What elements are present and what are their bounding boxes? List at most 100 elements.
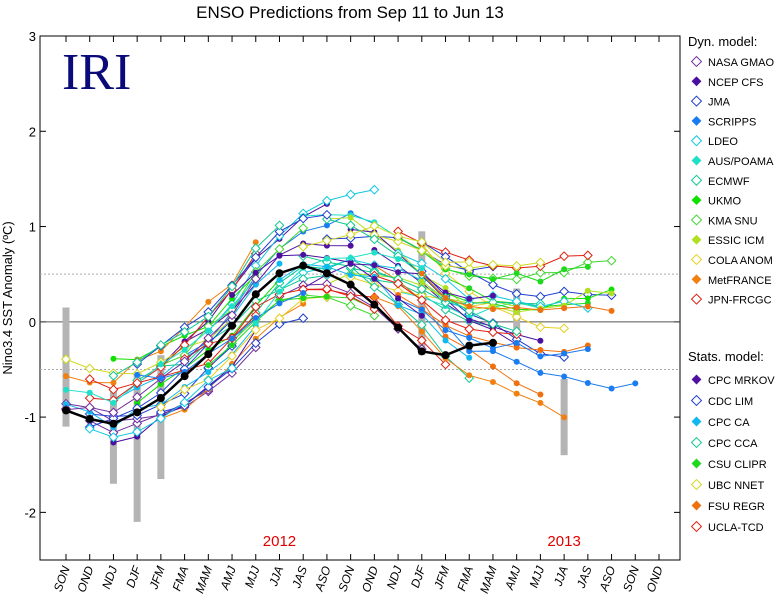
- legend-label: NCEP CFS: [708, 77, 763, 89]
- model-point: [416, 236, 427, 247]
- model-trajectory: [207, 296, 375, 366]
- model-point: [84, 374, 95, 385]
- model-point: [157, 375, 164, 382]
- model-trajectory: [160, 296, 327, 408]
- x-tick-label: MAM: [192, 564, 215, 595]
- model-trajectories: [61, 184, 639, 446]
- legend-item: COLA ANOM: [690, 253, 773, 267]
- model-point: [440, 251, 451, 262]
- observed-point: [109, 419, 118, 428]
- model-trajectory: [89, 253, 257, 401]
- legend-item: CPC MRKOV: [691, 374, 775, 387]
- model-point: [84, 363, 95, 374]
- model-point: [537, 278, 544, 285]
- x-tick-label: AMJ: [502, 563, 524, 592]
- y-axis-label: Nino3.4 SST Anomaly (ºC): [0, 221, 15, 374]
- legend-marker: [691, 115, 702, 126]
- model-point: [416, 335, 427, 346]
- model-point: [132, 392, 143, 402]
- observed-point: [465, 341, 474, 350]
- model-point: [488, 327, 498, 338]
- model-point: [608, 290, 615, 297]
- model-point: [416, 245, 427, 256]
- legend-item: UBC NNET: [690, 478, 765, 492]
- model-point: [418, 312, 425, 319]
- legend-marker: [690, 293, 703, 305]
- model-trajectory: [137, 292, 304, 379]
- legend-marker: [690, 520, 703, 533]
- model-point: [110, 439, 117, 446]
- legend-marker: [690, 95, 703, 107]
- x-tick-label: SON: [335, 564, 357, 594]
- model-point: [157, 348, 164, 355]
- model-point: [157, 380, 164, 387]
- model-point: [274, 244, 285, 255]
- legend-marker: [691, 274, 702, 285]
- model-point: [276, 276, 283, 283]
- observed-point: [275, 269, 284, 278]
- model-point: [606, 255, 617, 266]
- model-point: [321, 235, 332, 246]
- model-point: [466, 295, 473, 302]
- model-point: [227, 351, 237, 361]
- model-point: [205, 327, 212, 334]
- model-point: [371, 294, 378, 301]
- model-point: [559, 296, 570, 307]
- legend-item: CDC LIM: [690, 394, 753, 408]
- model-point: [464, 263, 475, 274]
- model-point: [181, 346, 188, 353]
- model-point: [323, 255, 330, 262]
- model-point: [513, 380, 520, 387]
- model-point: [203, 311, 214, 322]
- observed-point: [488, 338, 497, 347]
- y-tick-label: -1: [24, 410, 36, 425]
- model-point: [442, 289, 449, 296]
- model-point: [371, 275, 378, 282]
- observed-point: [85, 414, 94, 423]
- model-point: [440, 273, 451, 284]
- x-tick-label: OND: [359, 564, 381, 594]
- legend-marker: [690, 253, 703, 266]
- model-point: [347, 214, 354, 221]
- legend-label: JMA: [708, 97, 731, 109]
- legend-item: UKMO: [691, 195, 741, 208]
- model-point: [155, 413, 166, 424]
- model-point: [63, 386, 69, 393]
- model-point: [205, 369, 212, 376]
- legend-statistical-header: Stats. model:: [688, 349, 764, 364]
- model-point: [489, 378, 496, 385]
- spread-bar: [133, 374, 141, 522]
- model-point: [134, 400, 141, 407]
- model-point: [298, 313, 309, 324]
- model-point: [418, 270, 425, 277]
- x-tick-label: DJF: [408, 564, 429, 590]
- x-tick-label: FMA: [454, 564, 476, 593]
- model-point: [84, 393, 95, 404]
- model-point: [488, 259, 498, 270]
- legend-marker: [691, 195, 702, 206]
- model-point: [298, 241, 309, 252]
- model-point: [369, 234, 380, 245]
- model-point: [179, 326, 190, 337]
- x-tick-label: FMA: [170, 564, 192, 593]
- model-point: [132, 377, 143, 388]
- x-tick-label: SON: [620, 564, 642, 594]
- model-point: [205, 298, 212, 305]
- observed-point: [322, 269, 331, 278]
- model-trajectory: [255, 252, 422, 324]
- model-point: [274, 226, 285, 237]
- x-tick-label: MJJ: [527, 563, 548, 589]
- model-point: [203, 382, 214, 392]
- model-point: [274, 313, 285, 324]
- model-point: [108, 370, 119, 381]
- model-point: [511, 326, 522, 337]
- model-point: [252, 269, 259, 276]
- model-point: [345, 189, 356, 200]
- model-point: [298, 213, 309, 224]
- model-point: [252, 281, 259, 288]
- model-point: [203, 375, 214, 386]
- model-point: [252, 320, 259, 327]
- legend-item: FSU REGR: [691, 500, 765, 513]
- x-tick-label: JJA: [266, 564, 286, 589]
- model-point: [513, 344, 520, 351]
